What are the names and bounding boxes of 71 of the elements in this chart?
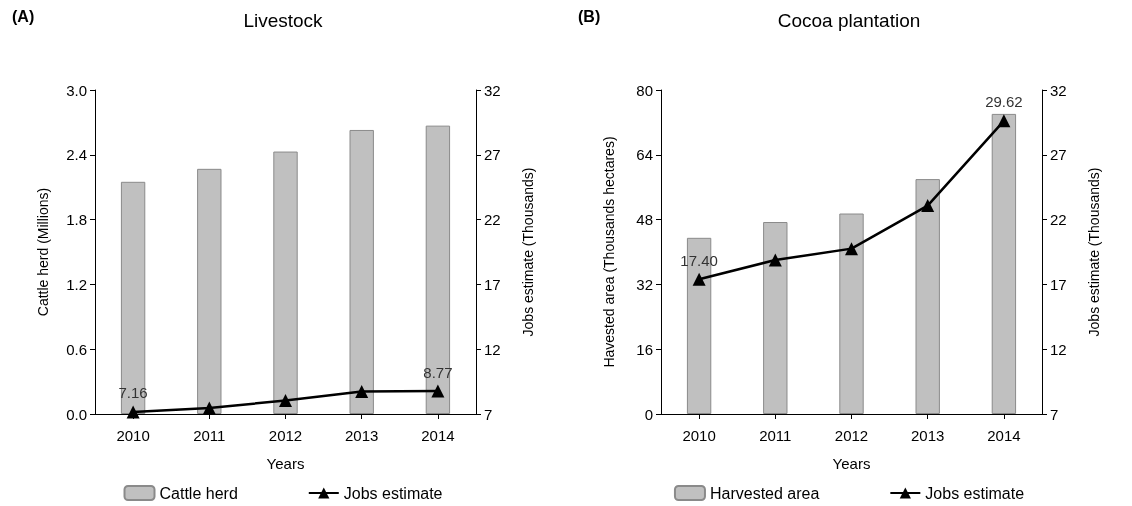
y-axis-title: Cattle herd (Millions) [35,187,51,317]
point [279,394,292,408]
point [431,384,445,398]
bar [273,151,298,414]
y2-tick-label: 7 [1050,405,1059,423]
point [202,401,216,415]
bar [197,168,222,414]
y2-tick-label: 32 [1050,81,1067,99]
bar [120,181,146,414]
point [921,199,935,213]
y-tick-label: 64 [636,146,653,164]
y2-tick-label: 17 [1050,275,1067,293]
y2-tick-label: 27 [1050,146,1067,164]
point [355,385,369,399]
x-tick-label: 2012 [268,427,303,444]
legend-label: Harvested area [709,484,820,502]
point [768,253,782,267]
x-tick-label: 2011 [759,427,792,444]
bar [839,213,864,414]
x-tick-label: 2012 [834,427,869,444]
y-tick-label: 80 [636,81,653,99]
y-tick-label: 1.8 [66,211,87,229]
y-tick-label: 1.2 [66,275,87,293]
y-tick-label: 48 [636,211,653,229]
point [845,242,858,256]
bar [763,222,788,414]
y2-tick-label: 12 [484,340,501,358]
point [126,405,140,419]
bar [425,125,451,414]
bar [349,129,374,414]
x-tick-label: 2010 [682,427,716,444]
x-tick-label: 2014 [421,427,455,444]
text: (A) [12,7,35,25]
y2-tick-label: 22 [1050,211,1067,229]
data-label: 7.16 [118,384,148,402]
x-tick-label: 2013 [345,427,379,444]
text: (B) [578,7,601,25]
data-label: 8.77 [423,363,453,381]
y2-tick-label: 22 [484,211,501,229]
data-label: 29.62 [985,93,1023,111]
x-tick-label: 2014 [987,427,1021,444]
y-tick-label: 3.0 [66,81,87,99]
y-tick-label: 16 [636,340,653,358]
chart-title: Cocoa plantation [777,10,921,31]
y2-axis-title: Jobs estimate (Thousands) [520,167,536,337]
x-tick-label: 2013 [911,427,945,444]
x-axis-title: Years [266,455,305,472]
chart-title: Livestock [243,10,324,31]
y-tick-label: 0.6 [66,340,87,358]
legend-label: Jobs estimate [343,484,443,502]
bar [991,113,1017,414]
point [692,272,706,286]
y-tick-label: 0.0 [66,405,87,423]
y-tick-label: 2.4 [66,146,87,164]
y2-axis-title: Jobs estimate (Thousands) [1086,167,1102,337]
bar [915,179,940,414]
y2-tick-label: 17 [484,275,501,293]
y-tick-label: 0 [644,405,653,423]
y2-tick-label: 7 [484,405,493,423]
y2-tick-label: 27 [484,146,501,164]
y2-tick-label: 12 [1050,340,1067,358]
point [997,114,1011,128]
x-axis-title: Years [832,455,871,472]
y-tick-label: 32 [636,275,653,293]
legend-label: Cattle herd [159,484,238,502]
x-tick-label: 2010 [116,427,150,444]
legend-label: Jobs estimate [925,484,1025,502]
y2-tick-label: 32 [484,81,501,99]
x-tick-label: 2011 [193,427,226,444]
data-label: 17.40 [680,251,718,269]
y-axis-title: Havested area (Thousands hectares) [601,136,617,368]
